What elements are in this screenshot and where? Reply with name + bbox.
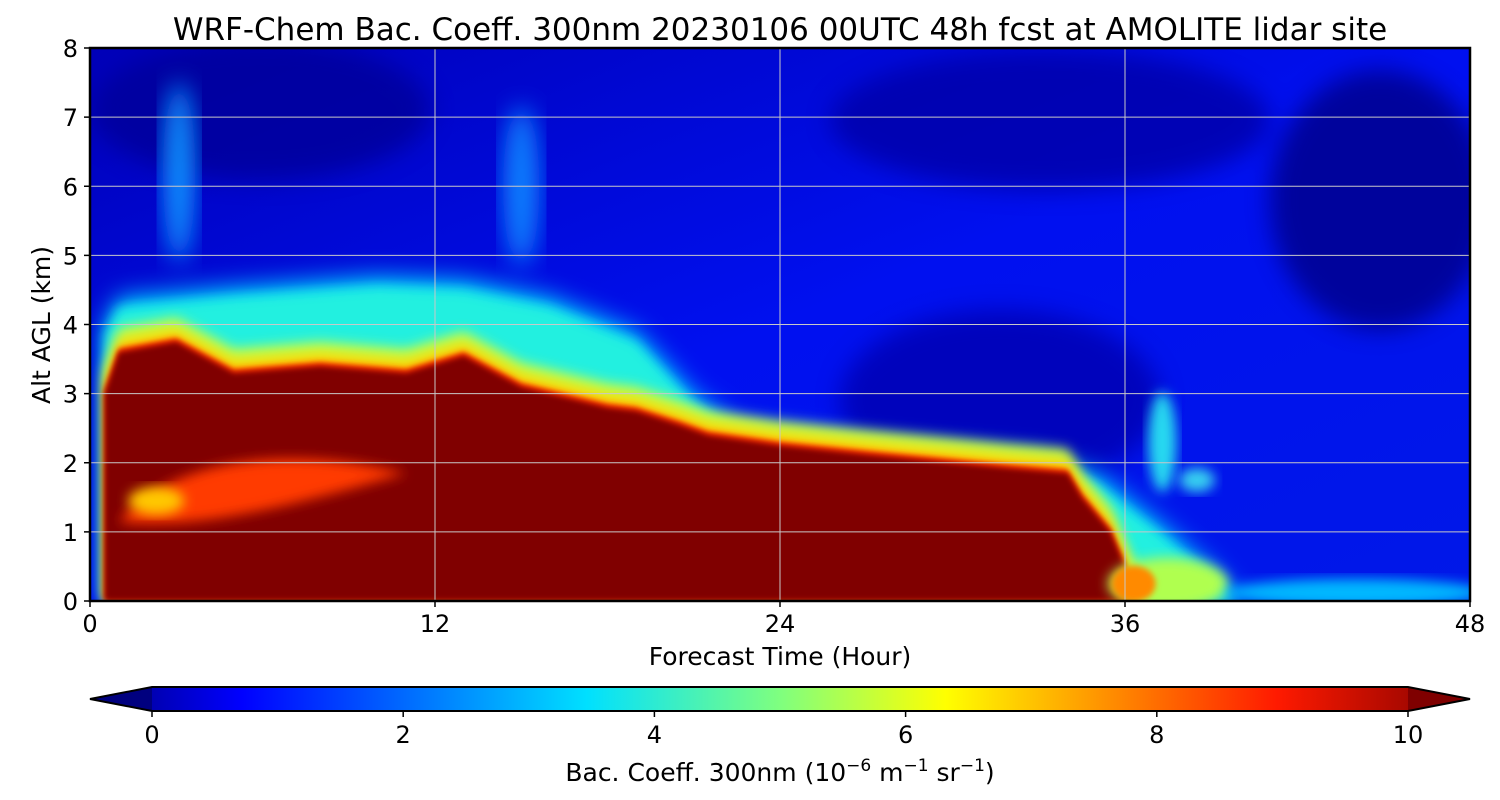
y-tick-label: 2 [63, 450, 78, 478]
heatmap-field [90, 48, 1470, 601]
y-tick-label: 5 [63, 242, 78, 270]
colorbar-body [90, 687, 1470, 711]
x-axis-ticks: 0 12 24 36 48 [82, 601, 1485, 638]
colorbar: 0 2 4 6 8 10 Bac. Coeff. 300nm (10−6 m−1 sr−1… [89, 686, 1471, 787]
y-tick-label: 7 [63, 104, 78, 132]
isolated-cyan-plume [1148, 392, 1177, 493]
isolated-cyan-plume-2 [1178, 468, 1215, 493]
x-tick-label: 12 [420, 610, 451, 638]
chart-title: WRF-Chem Bac. Coeff. 300nm 20230106 00UT… [173, 12, 1387, 48]
y-axis-label: Alt AGL (km) [27, 246, 56, 404]
x-tick-label: 0 [82, 610, 97, 638]
colorbar-ticks: 0 2 4 6 8 10 [144, 711, 1423, 749]
x-tick-label: 48 [1455, 610, 1486, 638]
surface-plume-orange [1111, 565, 1156, 601]
aerosol-layer-field [104, 82, 1470, 601]
colorbar-extend-high [1408, 687, 1470, 711]
colorbar-tick-label: 8 [1149, 721, 1164, 749]
inner-band-red [118, 458, 407, 524]
colorbar-tick-label: 10 [1393, 721, 1424, 749]
y-tick-label: 0 [63, 588, 78, 616]
colorbar-tick-label: 0 [144, 721, 159, 749]
x-tick-label: 24 [765, 610, 796, 638]
y-axis-ticks: 0 1 2 3 4 5 6 7 8 [63, 35, 90, 616]
y-tick-label: 6 [63, 173, 78, 201]
colorbar-tick-label: 6 [898, 721, 913, 749]
y-tick-label: 1 [63, 519, 78, 547]
inner-band-yellow [128, 486, 185, 515]
colorbar-label: Bac. Coeff. 300nm (10−6 m−1 sr−1) [565, 756, 994, 787]
colorbar-extend-low [90, 687, 152, 711]
x-tick-label: 36 [1110, 610, 1141, 638]
x-axis-label: Forecast Time (Hour) [649, 642, 912, 671]
y-tick-label: 4 [63, 312, 78, 340]
y-tick-label: 8 [63, 35, 78, 63]
colorbar-tick-label: 4 [647, 721, 662, 749]
surface-plume-cyan [1225, 578, 1470, 601]
saturated-layer [104, 341, 1140, 601]
upper-plume-1 [163, 82, 196, 263]
y-tick-label: 3 [63, 381, 78, 409]
colorbar-tick-label: 2 [396, 721, 411, 749]
